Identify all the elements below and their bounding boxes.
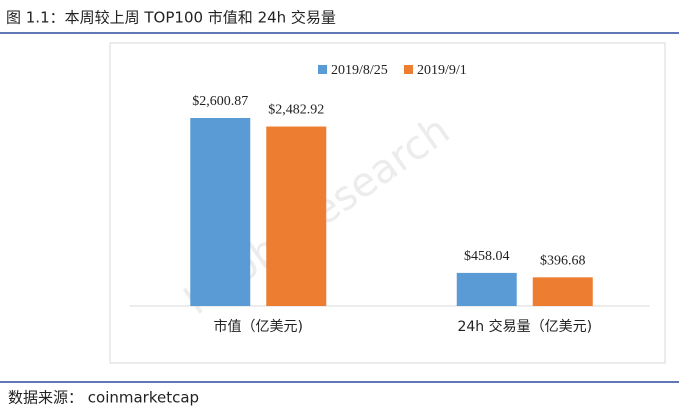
bar (266, 126, 327, 306)
x-tick-label: 市值（亿美元) (214, 318, 303, 335)
source: 数据来源： coinmarketcap (8, 389, 199, 407)
x-tick-label: 24h 交易量（亿美元) (457, 318, 592, 335)
legend-swatch (404, 65, 413, 74)
value-label: $2,482.92 (268, 103, 324, 118)
legend-label: 2019/9/1 (417, 63, 467, 78)
value-label: $2,600.87 (192, 94, 248, 109)
legend-label: 2019/8/25 (331, 63, 388, 78)
bar (190, 118, 251, 306)
bar (532, 277, 593, 306)
bar (456, 272, 517, 306)
value-label: $458.04 (464, 249, 510, 264)
value-label: $396.68 (540, 254, 586, 269)
plot-frame (109, 42, 666, 364)
legend-swatch (318, 65, 327, 74)
chart-title: 图 1.1：本周较上周 TOP100 市值和 24h 交易量 (6, 9, 336, 27)
